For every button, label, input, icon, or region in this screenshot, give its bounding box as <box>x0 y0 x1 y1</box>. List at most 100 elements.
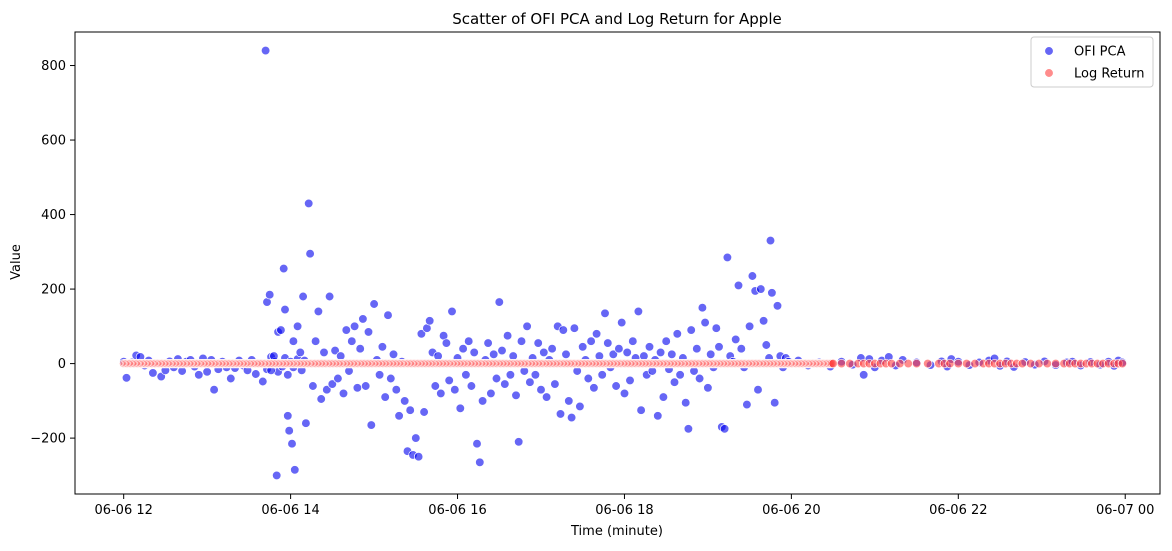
y-tick-label: 400 <box>41 208 66 223</box>
ofi-pca-point <box>494 297 504 307</box>
ofi-pca-point <box>292 321 303 331</box>
ofi-pca-point <box>669 377 680 387</box>
ofi-pca-point <box>500 379 510 389</box>
ofi-pca-point <box>425 316 435 326</box>
legend-box <box>1030 36 1154 88</box>
ofi-pca-point <box>591 329 602 339</box>
ofi-pca-point <box>686 325 696 335</box>
ofi-pca-point <box>536 385 546 395</box>
ofi-pca-point <box>603 338 613 348</box>
ofi-pca-point <box>411 433 421 443</box>
ofi-pca-point <box>447 306 457 317</box>
ofi-pca-point <box>455 403 465 413</box>
ofi-pca-point <box>491 373 502 384</box>
ofi-pca-point <box>283 370 293 380</box>
legend-label: Log Return <box>1074 67 1145 82</box>
plot-frame <box>74 31 1161 495</box>
log-return-point <box>953 358 963 369</box>
ofi-pca-point <box>731 334 741 345</box>
x-axis-label: Time (minute) <box>570 524 663 539</box>
ofi-pca-point <box>466 381 477 391</box>
ofi-pca-point <box>472 439 482 449</box>
ofi-pca-point <box>366 420 376 430</box>
log-return-point <box>1051 358 1061 369</box>
ofi-pca-point <box>700 317 710 328</box>
ofi-pca-point <box>672 329 682 339</box>
ofi-pca-point <box>697 303 708 313</box>
ofi-pca-point <box>539 347 549 358</box>
log-return-point <box>1025 358 1036 369</box>
ofi-pca-point <box>441 338 452 348</box>
ofi-pca-point <box>597 370 607 380</box>
ofi-pca-point <box>714 342 724 352</box>
ofi-pca-point <box>288 336 299 346</box>
log-return-point <box>828 358 838 369</box>
ofi-pca-point <box>148 368 158 378</box>
y-tick-label: −200 <box>30 432 66 447</box>
ofi-pca-point <box>667 349 677 359</box>
ofi-pca-point <box>352 383 363 393</box>
ofi-pca-point <box>347 336 357 346</box>
ofi-pca-point <box>497 345 507 356</box>
ofi-pca-point <box>653 411 663 421</box>
log-return-point <box>1042 358 1052 369</box>
x-tick-label: 06-06 12 <box>94 503 152 518</box>
ofi-pca-point <box>226 373 236 384</box>
ofi-pca-point <box>416 329 427 339</box>
ofi-pca-point <box>477 396 488 406</box>
ofi-pca-point <box>301 418 311 428</box>
ofi-pca-point <box>327 379 337 389</box>
ofi-pca-point <box>394 411 404 421</box>
ofi-pca-point <box>338 388 349 399</box>
ofi-pca-point <box>502 331 513 341</box>
ofi-pca-point <box>383 310 393 320</box>
ofi-pca-point <box>265 290 275 300</box>
ofi-pca-point <box>450 385 460 395</box>
y-tick-label: 800 <box>41 59 66 74</box>
ofi-pca-point <box>380 392 390 402</box>
ofi-pca-point <box>310 336 321 346</box>
ofi-pca-point <box>391 385 401 395</box>
ofi-pca-point <box>525 377 535 387</box>
ofi-pca-point <box>272 470 282 481</box>
ofi-pca-point <box>530 370 541 380</box>
ofi-pca-point <box>209 385 219 395</box>
ofi-pca-point <box>361 381 371 391</box>
ofi-pca-point <box>290 465 300 475</box>
ofi-pca-point <box>505 370 516 380</box>
ofi-pca-point <box>511 390 521 400</box>
ofi-pca-point <box>251 369 261 379</box>
ofi-pca-point <box>765 235 776 246</box>
ofi-pca-point <box>753 385 763 395</box>
y-axis-label: Value <box>9 244 24 280</box>
ofi-pca-point <box>558 325 568 335</box>
log-return-point <box>1117 358 1128 369</box>
ofi-pca-point <box>330 345 340 356</box>
ofi-pca-point <box>258 376 268 387</box>
ofi-pca-point <box>322 385 332 395</box>
legend-marker <box>1044 68 1054 78</box>
ofi-pca-point <box>316 394 326 404</box>
ofi-pca-point <box>633 306 644 317</box>
ofi-pca-point <box>486 388 496 399</box>
ofi-pca-point <box>566 412 577 423</box>
ofi-pca-point <box>121 373 132 383</box>
ofi-pca-point <box>313 306 324 317</box>
axes: 06-06 12 06-06 14 06-06 16 06-06 18 06-06 20… <box>30 31 1161 518</box>
ofi-pca-point <box>703 383 713 393</box>
x-tick-label: 06-06 16 <box>428 503 486 518</box>
ofi-pca-point <box>617 317 627 328</box>
ofi-pca-point <box>767 288 777 298</box>
ofi-pca-point <box>628 336 638 346</box>
log-return-point <box>961 358 972 369</box>
ofi-pca-point <box>444 375 454 386</box>
ofi-pca-point <box>333 373 343 384</box>
x-tick-label: 06-06 18 <box>595 503 653 518</box>
ofi-pca-point <box>308 381 318 391</box>
ofi-pca-point <box>719 424 730 434</box>
ofi-pca-point <box>644 342 655 352</box>
legend-marker <box>1044 46 1054 56</box>
ofi-pca-point <box>483 338 493 348</box>
log-return-point <box>911 358 922 369</box>
